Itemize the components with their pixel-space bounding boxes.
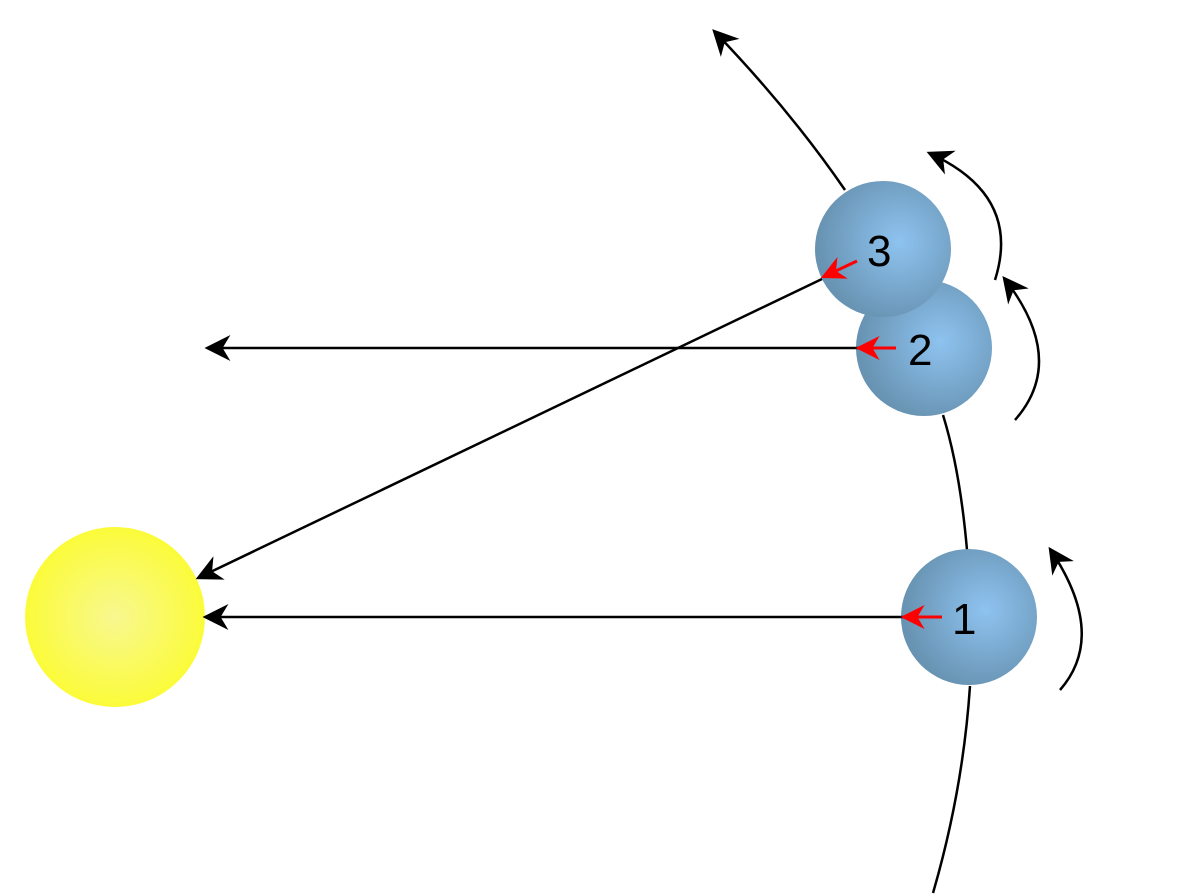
planet-label-3: 3 bbox=[867, 227, 891, 276]
orbit-path-top bbox=[712, 29, 847, 191]
rotation-arrow-1-icon bbox=[1048, 546, 1083, 691]
sightline-3-to-sun bbox=[195, 277, 823, 580]
rotation-arrow-2-icon bbox=[1002, 275, 1041, 421]
orbit-path-bottom bbox=[931, 685, 972, 894]
planet-1: 1 bbox=[901, 549, 1037, 685]
planet-3: 3 bbox=[815, 181, 951, 317]
rotation-arrow-3-icon bbox=[926, 150, 1003, 281]
sun bbox=[25, 527, 205, 707]
planet-label-2: 2 bbox=[908, 326, 932, 375]
planet-label-1: 1 bbox=[952, 595, 976, 644]
orbit-path-middle bbox=[941, 414, 969, 551]
direction-arrow-3-icon bbox=[820, 256, 858, 279]
